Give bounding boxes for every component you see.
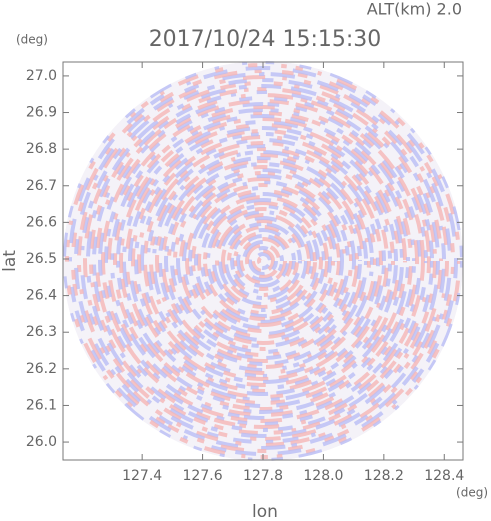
texture-ring <box>248 246 278 276</box>
y-axis-label: lat <box>0 250 20 272</box>
y-tick-label: 26.7 <box>26 178 57 194</box>
texture-ring <box>86 84 440 438</box>
texture-ring <box>83 81 443 441</box>
y-tick-label: 27.0 <box>26 68 57 84</box>
texture-ring <box>209 207 317 315</box>
y-tick-label: 26.8 <box>26 141 57 157</box>
x-tick-label: 128.4 <box>424 468 464 484</box>
texture-ring <box>182 180 344 342</box>
y-tick-label: 26.4 <box>26 288 57 304</box>
y-tick-label: 26.0 <box>26 434 57 450</box>
texture-ring <box>179 177 347 345</box>
chart-title: 2017/10/24 15:15:30 <box>149 27 382 52</box>
texture-ring <box>254 252 272 270</box>
y-unit: (deg) <box>16 33 48 47</box>
texture-ring <box>110 108 416 414</box>
texture-ring <box>140 138 386 384</box>
texture-ring <box>194 192 332 330</box>
texture-ring <box>197 195 329 327</box>
texture-ring <box>221 219 305 303</box>
texture-ring <box>218 216 308 306</box>
texture-ring <box>74 72 452 450</box>
texture-ring <box>200 198 326 324</box>
texture-ring <box>167 165 359 357</box>
x-unit: (deg) <box>456 486 488 500</box>
texture-ring <box>134 132 392 390</box>
texture-ring <box>242 240 284 282</box>
texture-ring <box>116 114 410 408</box>
texture-ring <box>185 183 341 339</box>
texture-ring <box>155 153 371 369</box>
texture-ring <box>206 204 320 318</box>
y-tick-label: 26.2 <box>26 361 57 377</box>
x-axis-label: lon <box>252 502 278 521</box>
texture-ring <box>77 75 449 447</box>
texture-ring <box>161 159 365 363</box>
y-tick-label: 26.3 <box>26 324 57 340</box>
texture-ring <box>131 129 395 393</box>
texture-ring <box>98 96 428 426</box>
texture-ring <box>137 135 389 387</box>
texture-ring <box>95 93 431 429</box>
texture-ring <box>119 117 407 405</box>
texture-ring <box>170 168 356 354</box>
y-tick-label: 26.1 <box>26 397 57 413</box>
texture-ring <box>251 249 275 273</box>
radar-field <box>63 61 463 461</box>
x-tick-label: 127.4 <box>122 468 162 484</box>
texture-ring <box>80 78 446 444</box>
altitude-label: ALT(km) 2.0 <box>367 0 462 19</box>
texture-ring <box>104 102 422 420</box>
y-tick-label: 26.6 <box>26 214 57 230</box>
x-tick-label: 128.0 <box>303 468 343 484</box>
texture-ring <box>101 99 425 423</box>
texture-ring <box>257 255 269 267</box>
texture-ring <box>158 156 368 366</box>
texture-ring <box>146 144 380 378</box>
texture-ring <box>230 228 296 294</box>
texture-ring <box>71 69 455 453</box>
texture-ring <box>191 189 335 333</box>
y-tick-label: 26.5 <box>26 251 57 267</box>
texture-ring <box>92 90 434 432</box>
texture-ring <box>215 213 311 309</box>
texture-ring <box>203 201 323 321</box>
texture-ring <box>89 87 437 435</box>
texture-ring <box>236 234 290 288</box>
texture-ring <box>224 222 302 300</box>
y-tick-label: 26.9 <box>26 105 57 121</box>
texture-ring <box>173 171 353 351</box>
texture-ring <box>239 237 287 285</box>
texture-ring <box>152 150 374 372</box>
texture-ring <box>113 111 413 411</box>
texture-ring <box>107 105 419 417</box>
texture-ring <box>245 243 281 279</box>
x-tick-label: 127.6 <box>183 468 223 484</box>
texture-ring <box>164 162 362 360</box>
x-tick-label: 128.2 <box>364 468 404 484</box>
texture-ring <box>176 174 350 348</box>
texture-ring <box>212 210 314 312</box>
x-tick-label: 127.8 <box>243 468 283 484</box>
texture-ring <box>63 61 463 461</box>
texture-ring <box>149 147 377 375</box>
texture-ring <box>233 231 293 291</box>
texture-ring <box>188 186 338 336</box>
texture-ring <box>128 126 398 396</box>
texture-ring <box>143 141 383 381</box>
